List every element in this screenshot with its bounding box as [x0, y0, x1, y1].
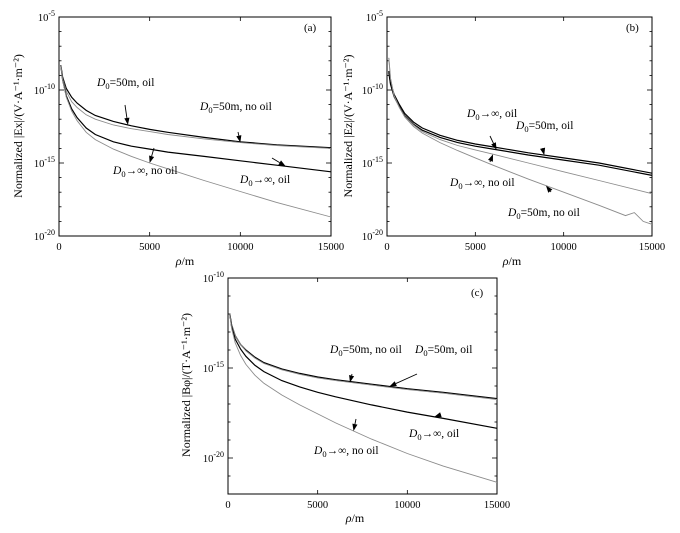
x-tick-label: 15000	[484, 500, 510, 511]
x-tick-label: 5000	[307, 500, 328, 511]
y-tick-label: 10-5	[366, 9, 383, 24]
annotation-arrowhead	[434, 412, 442, 418]
y-axis-label: Normalized |Ex|/(V·A⁻¹·m⁻²)	[11, 54, 25, 198]
plot-frame	[386, 16, 653, 237]
annotation-arrowhead	[488, 154, 493, 162]
series-line-3	[229, 313, 498, 429]
series-annotation: D0=50m, oil	[96, 77, 154, 91]
x-tick-label: 5000	[465, 242, 486, 253]
annotation-arrowhead	[491, 142, 497, 150]
series-annotation: D0=50m, oil	[515, 120, 573, 134]
annotation-arrow	[395, 373, 418, 384]
chart-panel-2: 0 5000 10000 15000 10-20 10-15 10-10 10-5 (b) D0→…	[341, 9, 665, 268]
plot-frame	[58, 16, 332, 237]
series-annotation: D0=50m, oil	[414, 344, 472, 358]
x-tick-label: 0	[384, 242, 389, 253]
series-annotation: D0=50m, no oil	[199, 101, 272, 115]
x-axis-label: ρ/m	[502, 254, 522, 268]
panel-tag: (c)	[471, 287, 484, 299]
y-tick-label: 10-20	[34, 228, 55, 243]
annotation-arrow	[549, 190, 552, 193]
x-tick-label: 10000	[227, 242, 253, 253]
annotation-arrowhead	[236, 135, 242, 143]
annotation-arrow	[354, 418, 357, 425]
annotation-arrowhead	[349, 374, 355, 383]
x-tick-label: 10000	[551, 242, 577, 253]
annotation-arrowhead	[540, 147, 546, 156]
chart-panel-3: 0 5000 10000 15000 10-20 10-15 10-10 (c) D0=50m,…	[179, 270, 510, 525]
series-annotation: D0→∞, no oil	[112, 165, 178, 179]
series-annotation: D0→∞, oil	[239, 174, 290, 188]
y-tick-label: 10-20	[362, 228, 383, 243]
y-tick-label: 10-10	[34, 82, 55, 97]
annotation-arrow	[124, 104, 128, 119]
y-axis-label: Normalized |Bφ|/(T·A⁻¹·m⁻²)	[179, 313, 193, 457]
series-annotation: D0=50m, no oil	[329, 344, 402, 358]
y-tick-label: 10-15	[203, 360, 224, 375]
y-tick-label: 10-20	[203, 450, 224, 465]
annotation-arrowhead	[149, 155, 155, 163]
series-line-3	[60, 65, 332, 173]
x-tick-label: 0	[56, 242, 61, 253]
series-annotation: D0=50m, no oil	[507, 207, 580, 221]
x-tick-label: 10000	[394, 500, 420, 511]
annotation-arrow	[489, 135, 494, 144]
annotation-arrow	[151, 147, 155, 157]
series-line-2	[60, 65, 332, 149]
series-line-1	[229, 313, 498, 400]
y-tick-label: 10-10	[203, 270, 224, 285]
y-axis-label: Normalized |Ez|/(V·A⁻¹·m⁻²)	[341, 55, 355, 198]
annotation-arrow	[237, 131, 240, 136]
series-annotation: D0→∞, no oil	[449, 177, 515, 191]
y-tick-label: 10-15	[34, 155, 55, 170]
series-annotation: D0→∞, no oil	[313, 445, 379, 459]
panel-tag: (a)	[304, 22, 317, 34]
series-line-4	[60, 65, 332, 218]
series-line-4	[229, 313, 498, 483]
series-line-1	[60, 65, 332, 149]
x-tick-label: 0	[225, 500, 230, 511]
x-axis-label: ρ/m	[175, 254, 195, 268]
panel-tag: (b)	[626, 22, 639, 34]
series-annotation: D0→∞, oil	[466, 108, 517, 122]
annotation-arrowhead	[278, 160, 286, 167]
annotation-arrowhead	[546, 185, 553, 193]
x-axis-label: ρ/m	[345, 511, 365, 525]
series-line-2	[229, 313, 498, 400]
x-tick-label: 15000	[639, 242, 665, 253]
y-tick-label: 10-10	[362, 82, 383, 97]
x-tick-label: 5000	[139, 242, 160, 253]
x-tick-label: 15000	[318, 242, 344, 253]
annotation-arrow	[271, 157, 280, 164]
annotation-arrowhead	[389, 381, 397, 387]
y-tick-label: 10-15	[362, 155, 383, 170]
annotation-arrowhead	[352, 423, 358, 431]
series-line-4	[388, 57, 653, 225]
series-line-1	[388, 70, 653, 174]
y-tick-label: 10-5	[38, 9, 55, 24]
annotation-arrowhead	[124, 117, 130, 125]
chart-panel-1: 0 5000 10000 15000 10-20 10-15 10-10 10-5 (a) D0=…	[11, 9, 344, 268]
series-annotation: D0→∞, oil	[408, 428, 459, 442]
